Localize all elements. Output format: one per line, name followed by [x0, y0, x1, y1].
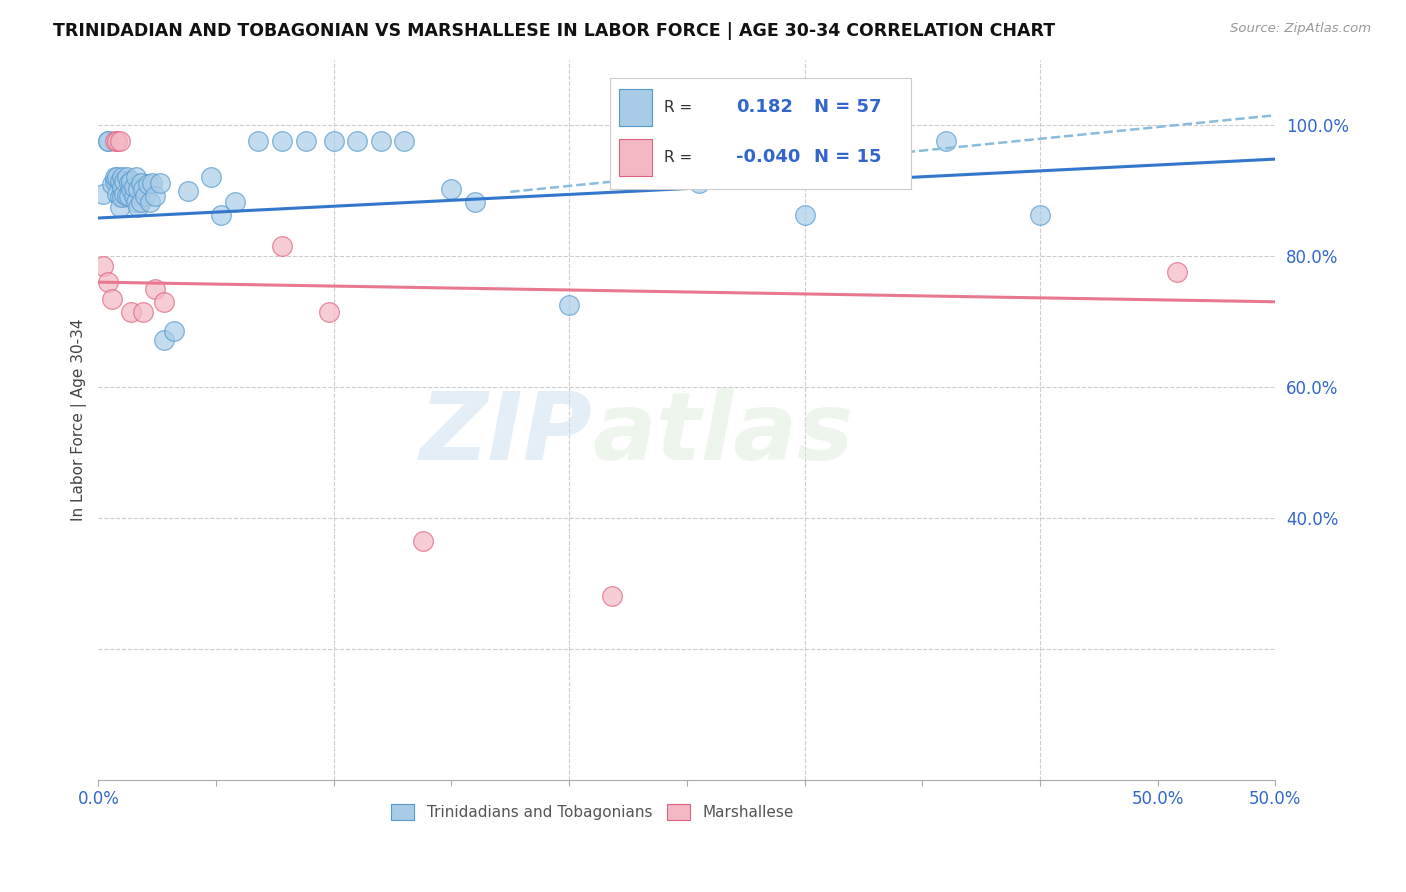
Point: [111, 190, 134, 204]
Point: [464, 195, 486, 210]
Point: [112, 186, 135, 201]
Point: [104, 170, 127, 185]
Point: [91, 259, 114, 273]
Point: [271, 239, 294, 253]
Point: [122, 180, 145, 194]
Point: [112, 174, 135, 188]
Point: [148, 176, 170, 190]
Point: [108, 135, 131, 149]
Point: [153, 294, 176, 309]
Point: [125, 195, 148, 210]
Point: [91, 186, 114, 201]
Point: [108, 200, 131, 214]
Point: [134, 188, 156, 202]
Text: Source: ZipAtlas.com: Source: ZipAtlas.com: [1230, 22, 1371, 36]
Point: [143, 188, 166, 202]
Point: [271, 135, 294, 149]
Point: [558, 298, 581, 312]
Point: [209, 208, 232, 222]
Point: [177, 184, 200, 198]
Point: [136, 177, 159, 191]
Text: atlas: atlas: [593, 388, 853, 480]
Point: [247, 135, 270, 149]
Point: [118, 188, 141, 202]
Y-axis label: In Labor Force | Age 30-34: In Labor Force | Age 30-34: [72, 318, 87, 521]
Point: [120, 304, 142, 318]
Point: [101, 292, 124, 306]
Point: [108, 174, 131, 188]
Point: [141, 176, 163, 190]
Point: [127, 200, 149, 214]
Point: [294, 135, 316, 149]
Point: [101, 177, 124, 191]
Point: [394, 135, 416, 149]
Text: ZIP: ZIP: [420, 388, 593, 480]
Text: TRINIDADIAN AND TOBAGONIAN VS MARSHALLESE IN LABOR FORCE | AGE 30-34 CORRELATION: TRINIDADIAN AND TOBAGONIAN VS MARSHALLES…: [53, 22, 1056, 40]
Point: [322, 135, 344, 149]
Point: [97, 135, 120, 149]
Point: [104, 135, 127, 149]
Point: [129, 176, 152, 190]
Point: [129, 195, 152, 210]
Point: [105, 186, 128, 201]
Point: [935, 135, 957, 149]
Point: [793, 208, 815, 222]
Point: [118, 176, 141, 190]
Point: [115, 170, 138, 185]
Point: [97, 135, 120, 149]
Point: [163, 324, 186, 338]
Point: [318, 304, 340, 318]
Point: [120, 182, 142, 196]
Point: [1029, 208, 1052, 222]
Point: [143, 282, 166, 296]
Point: [115, 188, 138, 202]
Legend: Trinidadians and Tobagonians, Marshallese: Trinidadians and Tobagonians, Marshalles…: [385, 797, 800, 826]
Point: [370, 135, 392, 149]
Point: [139, 195, 162, 210]
Point: [105, 170, 128, 185]
Point: [105, 135, 128, 149]
Point: [346, 135, 368, 149]
Point: [688, 176, 710, 190]
Point: [104, 174, 127, 188]
Point: [440, 182, 463, 196]
Point: [132, 304, 155, 318]
Point: [120, 174, 142, 188]
Point: [122, 188, 145, 202]
Point: [224, 195, 246, 210]
Point: [153, 333, 176, 347]
Point: [125, 170, 148, 185]
Point: [600, 590, 623, 604]
Point: [200, 170, 222, 185]
Point: [108, 190, 131, 204]
Point: [412, 533, 434, 548]
Point: [1166, 265, 1188, 279]
Point: [127, 182, 149, 196]
Point: [111, 180, 134, 194]
Point: [97, 275, 120, 289]
Point: [111, 170, 134, 185]
Point: [132, 182, 155, 196]
